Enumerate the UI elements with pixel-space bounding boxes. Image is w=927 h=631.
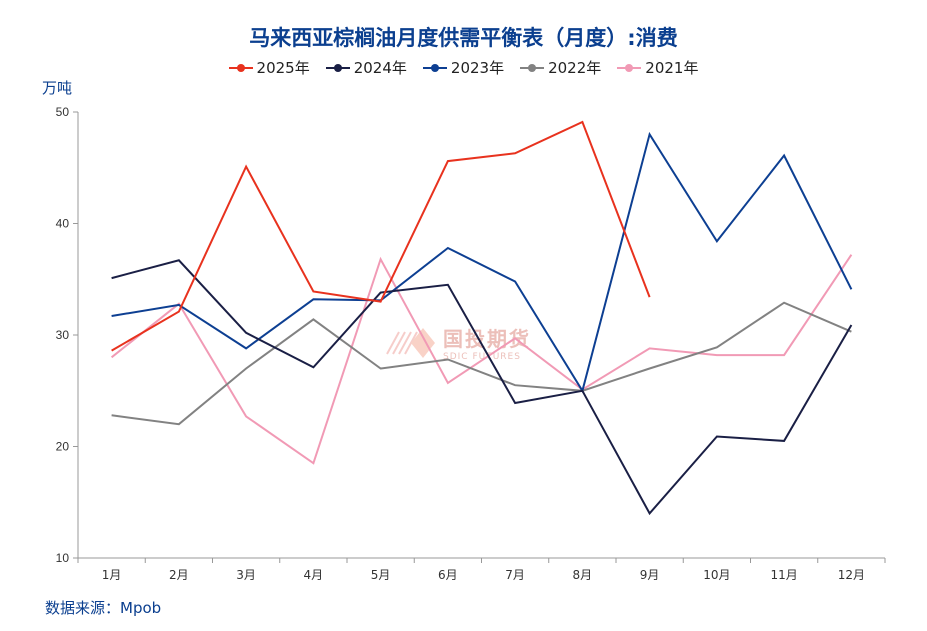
legend-label: 2023年	[450, 59, 505, 77]
legend-swatch	[325, 62, 350, 74]
legend-item: 2025年	[228, 57, 310, 78]
series-line-2021年	[110, 254, 853, 465]
series-line-2022年	[111, 301, 852, 426]
legend-swatch	[520, 62, 545, 74]
y-tick-label: 20	[56, 440, 70, 454]
chart-title: 马来西亚棕榈油月度供需平衡表（月度）:消费	[249, 26, 678, 50]
x-tick-label: 8月	[573, 568, 593, 582]
legend-label: 2022年	[548, 59, 602, 77]
legend-item: 2024年	[325, 57, 407, 78]
y-tick-label: 50	[56, 105, 70, 119]
x-tick-label: 10月	[703, 568, 730, 582]
x-tick-label: 9月	[640, 568, 660, 582]
x-tick-label: 2月	[169, 568, 189, 582]
x-tick-label: 4月	[304, 568, 324, 582]
x-tick-label: 7月	[505, 568, 525, 582]
x-tick-label: 5月	[371, 568, 391, 582]
source-note: 数据来源：Mpob	[45, 599, 162, 617]
series-line-2025年	[111, 120, 651, 352]
y-axis-label: 万吨	[42, 79, 73, 97]
watermark-text-en: SDIC FUTURES	[443, 352, 521, 362]
legend-label: 2021年	[645, 59, 699, 77]
y-tick-label: 10	[56, 551, 70, 565]
x-tick-label: 11月	[770, 568, 797, 582]
legend-label: 2024年	[353, 59, 407, 77]
legend-item: 2022年	[520, 57, 601, 78]
y-tick-label: 40	[56, 217, 70, 231]
series-line-2024年	[111, 259, 853, 516]
legend-swatch	[422, 62, 447, 74]
legend-label: 2025年	[256, 59, 310, 77]
x-tick-label: 6月	[438, 568, 458, 582]
legend-item: 2021年	[617, 57, 698, 78]
legend: 2025年 2024年 2023年 2022年 2021年	[0, 57, 927, 78]
legend-swatch	[617, 62, 642, 74]
y-tick-label: 30	[56, 328, 70, 342]
legend-item: 2023年	[422, 57, 505, 78]
x-tick-label: 3月	[236, 568, 256, 582]
x-tick-label: 12月	[838, 568, 865, 582]
x-tick-label: 1月	[102, 568, 122, 582]
series-line-2023年	[111, 131, 853, 394]
legend-swatch	[228, 62, 253, 74]
